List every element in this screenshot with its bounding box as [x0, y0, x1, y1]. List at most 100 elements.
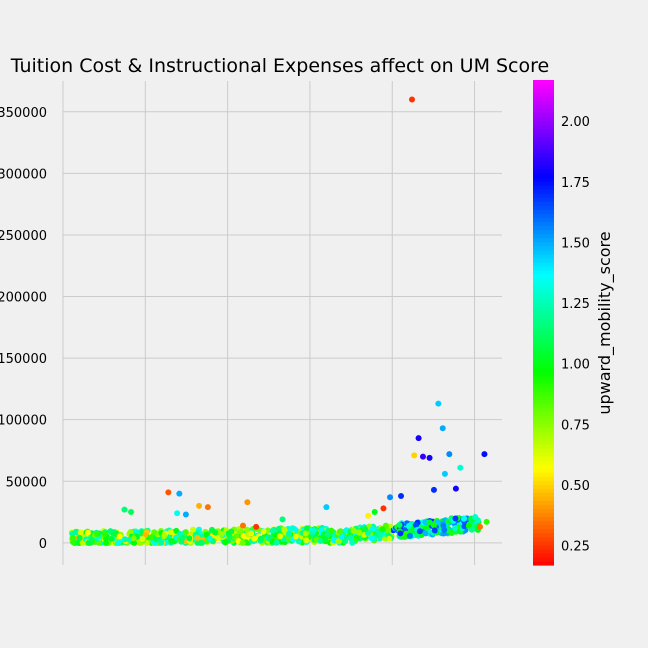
colorbar-segment: [533, 152, 554, 158]
scatter-point: [303, 537, 310, 544]
scatter-point: [407, 532, 414, 539]
scatter-point: [440, 522, 447, 529]
scatter-point: [94, 531, 101, 538]
scatter-point: [430, 522, 437, 529]
scatter-point: [396, 522, 403, 529]
y-tick-label: 150000: [0, 352, 47, 367]
colorbar-ticks: 0.25 0.50 0.75 1.00 1.25 1.50 1.75 2.00: [561, 115, 590, 554]
scatter-point: [128, 509, 135, 516]
scatter-point: [365, 530, 372, 537]
colorbar-segment: [533, 225, 554, 231]
scatter-point: [70, 539, 77, 546]
colorbar-segment: [533, 431, 554, 437]
y-tick-label: 100000: [0, 414, 47, 429]
colorbar-segment: [533, 326, 554, 332]
colorbar-segment: [533, 136, 554, 142]
scatter-point: [167, 529, 174, 536]
colorbar-segment: [533, 132, 554, 138]
colorbar-segment: [533, 245, 554, 251]
scatter-point: [101, 531, 108, 538]
scatter-point: [279, 516, 286, 523]
colorbar-segment: [533, 128, 554, 134]
scatter-point: [186, 535, 193, 542]
colorbar-segment: [533, 261, 554, 267]
colorbar-label: upward_mobility_score: [595, 231, 615, 414]
plot-grid: [62, 81, 502, 565]
scatter-point: [365, 512, 372, 519]
colorbar-segment: [533, 512, 554, 518]
colorbar-segment: [533, 379, 554, 384]
scatter-point: [302, 530, 309, 537]
scatter-point: [422, 530, 429, 537]
colorbar-segment: [533, 88, 554, 93]
scatter-point: [281, 526, 288, 533]
colorbar-segment: [533, 463, 554, 469]
colorbar-segment: [533, 286, 554, 291]
colorbar-segment: [533, 476, 554, 481]
scatter-point: [409, 96, 416, 103]
scatter-point: [248, 530, 255, 537]
scatter-point: [176, 530, 183, 537]
colorbar-segment: [533, 116, 554, 122]
scatter-point: [161, 532, 168, 539]
scatter-point: [257, 535, 264, 542]
chart-title: Tuition Cost & Instructional Expenses af…: [10, 55, 549, 77]
y-tick-label: 350000: [0, 106, 47, 121]
scatter-point: [130, 535, 137, 542]
colorbar-segment: [533, 177, 554, 182]
scatter-point: [211, 529, 218, 536]
colorbar-segment: [533, 96, 554, 101]
colorbar-segment: [533, 439, 554, 445]
scatter-point: [253, 523, 260, 530]
colorbar-segment: [533, 84, 554, 89]
scatter-point: [228, 528, 235, 535]
scatter-point: [273, 539, 280, 546]
colorbar-segment: [533, 160, 554, 166]
scatter-point: [218, 531, 225, 538]
scatter-point: [240, 532, 247, 539]
colorbar-tick-label: 0.25: [561, 540, 590, 555]
colorbar-segment: [533, 423, 554, 429]
colorbar-segment: [533, 496, 554, 501]
scatter-point: [452, 485, 459, 492]
colorbar-segment: [533, 488, 554, 493]
scatter-point: [116, 533, 123, 540]
scatter-point: [430, 486, 437, 493]
scatter-point: [411, 452, 418, 459]
scatter-point: [457, 464, 464, 471]
colorbar-segment: [533, 140, 554, 146]
colorbar-segment: [533, 540, 554, 546]
colorbar-segment: [533, 427, 554, 433]
colorbar-segment: [533, 504, 554, 510]
colorbar-segment: [533, 310, 554, 316]
colorbar-segment: [533, 492, 554, 497]
colorbar-segment: [533, 419, 554, 425]
y-tick-label: 250000: [0, 229, 47, 244]
colorbar-segment: [533, 334, 554, 340]
colorbar-segment: [533, 197, 554, 202]
scatter-point: [76, 534, 83, 541]
colorbar-tick-label: 2.00: [561, 115, 590, 130]
colorbar-segment: [533, 112, 554, 117]
scatter-point: [158, 539, 165, 546]
colorbar-segment: [533, 298, 554, 303]
scatter-point: [176, 490, 183, 497]
scatter-point: [355, 529, 362, 536]
colorbar-segment: [533, 229, 554, 235]
colorbar-segment: [533, 290, 554, 295]
scatter-point: [179, 535, 186, 542]
colorbar-segment: [533, 508, 554, 514]
scatter-point: [168, 538, 175, 545]
scatter-point: [368, 535, 375, 542]
scatter-point: [244, 499, 251, 506]
colorbar-segment: [533, 358, 554, 364]
colorbar-segment: [533, 209, 554, 214]
colorbar-segment: [533, 144, 554, 150]
scatter-point: [197, 539, 204, 546]
colorbar-segment: [533, 415, 554, 421]
scatter-point: [426, 519, 433, 526]
colorbar-segment: [533, 346, 554, 352]
colorbar-segment: [533, 375, 554, 380]
scatter-point: [477, 523, 484, 530]
colorbar-segment: [533, 552, 554, 558]
